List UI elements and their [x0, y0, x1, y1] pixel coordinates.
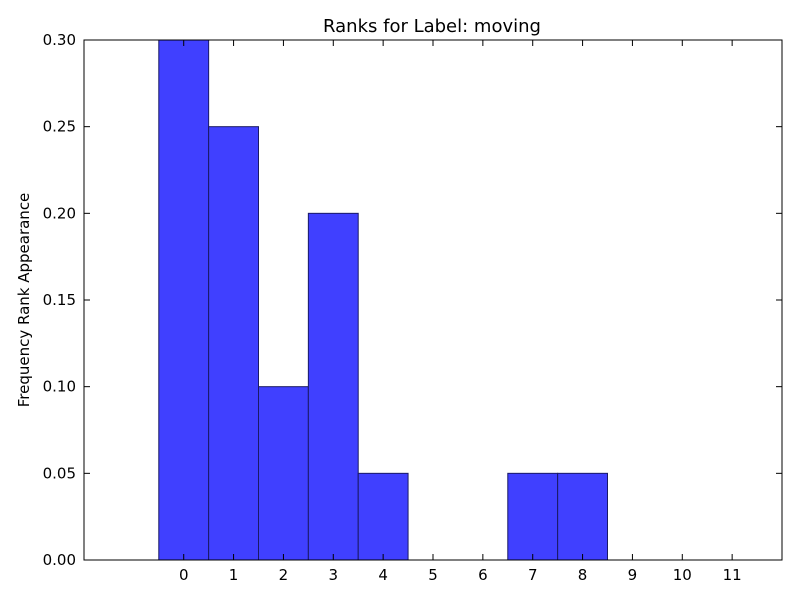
- bar-1: [208, 126, 259, 561]
- bar-2: [258, 386, 309, 561]
- x-tick-label-0: 0: [179, 566, 189, 584]
- y-tick-label-0.30: 0.30: [43, 31, 76, 49]
- ticks-group: [84, 39, 782, 561]
- tick-labels-group: 0 1 2 3 4 5 6 7 8 9 10 11 0.00 0.05 0.10 0.15 0.20 0.25 0.…: [43, 31, 742, 584]
- x-tick-label-11: 11: [723, 566, 742, 584]
- x-tick-label-6: 6: [478, 566, 488, 584]
- y-tick-label-0.00: 0.00: [43, 551, 76, 569]
- y-tick-label-0.15: 0.15: [43, 291, 76, 309]
- bar-0: [158, 39, 210, 561]
- x-tick-label-3: 3: [329, 566, 339, 584]
- y-tick-label-0.25: 0.25: [43, 118, 76, 136]
- bar-3: [307, 212, 359, 561]
- x-tick-label-5: 5: [428, 566, 438, 584]
- chart-title: Ranks for Label: moving: [323, 16, 541, 37]
- x-tick-label-2: 2: [279, 566, 289, 584]
- y-tick-label-0.10: 0.10: [43, 378, 76, 396]
- bar-8: [557, 472, 609, 561]
- x-tick-label-7: 7: [528, 566, 538, 584]
- x-tick-label-4: 4: [378, 566, 388, 584]
- y-tick-label-0.05: 0.05: [43, 464, 76, 482]
- x-tick-label-1: 1: [229, 566, 239, 584]
- bar-7: [507, 472, 559, 561]
- y-tick-label-0.20: 0.20: [43, 204, 76, 222]
- bar-4: [357, 472, 409, 561]
- bars-group: [158, 39, 609, 561]
- x-tick-label-10: 10: [673, 566, 692, 584]
- x-tick-label-9: 9: [628, 566, 638, 584]
- x-tick-label-8: 8: [578, 566, 588, 584]
- y-axis-label: Frequency Rank Appearance: [15, 193, 33, 408]
